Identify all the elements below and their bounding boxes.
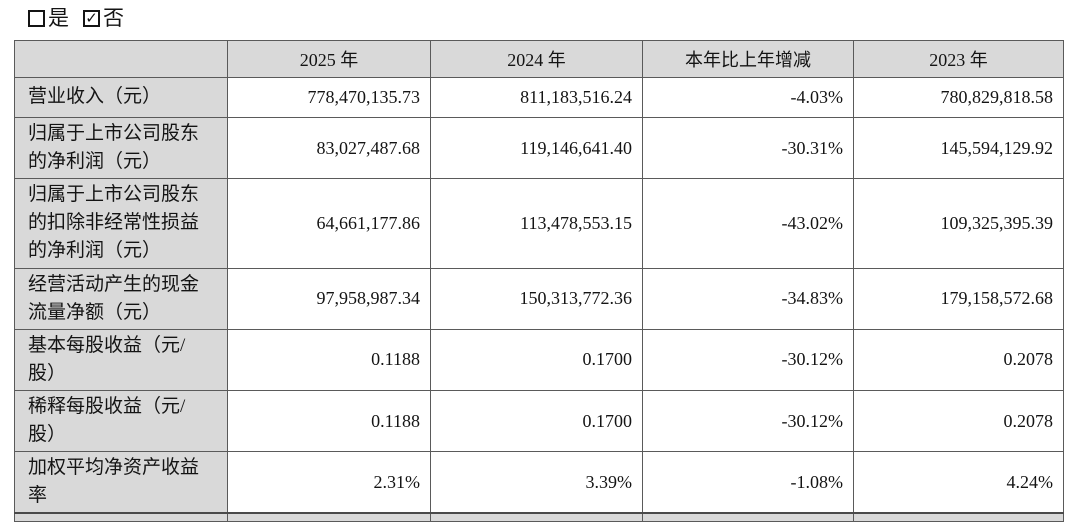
col-header-2024: 2024 年 — [430, 40, 643, 78]
no-label: 否 — [103, 6, 124, 30]
value-cell: 4.24% — [853, 451, 1064, 514]
value-cell: -4.03% — [642, 77, 854, 118]
partial-cell — [227, 512, 431, 522]
value-cell: 0.1188 — [227, 389, 431, 453]
value-cell: 145,594,129.92 — [853, 116, 1064, 180]
value-cell: -30.12% — [642, 328, 854, 391]
col-header-2023: 2023 年 — [853, 40, 1064, 78]
value-cell: -43.02% — [642, 178, 854, 269]
value-cell: 0.1700 — [430, 328, 643, 391]
value-cell: 83,027,487.68 — [227, 116, 431, 180]
value-cell: 119,146,641.40 — [430, 116, 643, 180]
no-checkbox[interactable]: ✓ — [83, 9, 100, 28]
value-cell: 811,183,516.24 — [430, 77, 643, 118]
value-cell: -30.31% — [642, 116, 854, 180]
checkmark-icon: ✓ — [85, 9, 98, 28]
table-body: 营业收入（元） 778,470,135.73 811,183,516.24 -4.03… — [14, 77, 1064, 514]
value-cell: -1.08% — [642, 451, 854, 514]
header-row: 2025 年 2024 年 本年比上年增减 2023 年 — [14, 40, 1064, 78]
value-cell: 113,478,553.15 — [430, 178, 643, 269]
value-cell: 0.2078 — [853, 389, 1064, 453]
row-label: 归属于上市公司股东 的扣除非经常性损益 的净利润（元） — [14, 178, 228, 269]
table-row: 经营活动产生的现金 流量净额（元） 97,958,987.34 150,313,77… — [14, 267, 1064, 330]
yes-no-checkline: 是 ✓ 否 — [28, 6, 124, 31]
row-label: 归属于上市公司股东 的净利润（元） — [14, 116, 228, 180]
row-label: 加权平均净资产收益 率 — [14, 451, 228, 514]
yes-checkbox[interactable] — [28, 10, 45, 28]
partial-next-row — [14, 512, 1064, 522]
row-label: 基本每股收益（元/ 股） — [14, 328, 228, 391]
value-cell: 97,958,987.34 — [227, 267, 431, 330]
col-header-2025: 2025 年 — [227, 40, 431, 78]
partial-cell — [430, 512, 643, 522]
row-label: 经营活动产生的现金 流量净额（元） — [14, 267, 228, 330]
value-cell: -34.83% — [642, 267, 854, 330]
partial-cell — [853, 512, 1064, 522]
value-cell: 109,325,395.39 — [853, 178, 1064, 269]
value-cell: 3.39% — [430, 451, 643, 514]
value-cell: 0.2078 — [853, 328, 1064, 391]
value-cell: 2.31% — [227, 451, 431, 514]
option-no: ✓ 否 — [83, 6, 124, 31]
table-row: 基本每股收益（元/ 股） 0.1188 0.1700 -30.12% 0.2078 — [14, 328, 1064, 391]
row-label: 稀释每股收益（元/ 股） — [14, 389, 228, 453]
partial-cell — [642, 512, 854, 522]
value-cell: 778,470,135.73 — [227, 77, 431, 118]
col-header-yoy-change: 本年比上年增减 — [642, 40, 854, 78]
partial-cell — [14, 512, 228, 522]
table-header: 2025 年 2024 年 本年比上年增减 2023 年 — [14, 40, 1064, 78]
table-row: 营业收入（元） 778,470,135.73 811,183,516.24 -4.03… — [14, 77, 1064, 118]
value-cell: 0.1700 — [430, 389, 643, 453]
table-row: 加权平均净资产收益 率 2.31% 3.39% -1.08% 4.24% — [14, 451, 1064, 514]
option-yes: 是 — [28, 6, 69, 31]
value-cell: 0.1188 — [227, 328, 431, 391]
table-row: 归属于上市公司股东 的净利润（元） 83,027,487.68 119,146,64… — [14, 116, 1064, 180]
value-cell: 150,313,772.36 — [430, 267, 643, 330]
table-row: 归属于上市公司股东 的扣除非经常性损益 的净利润（元） 64,661,177.86… — [14, 178, 1064, 269]
col-header-blank — [14, 40, 228, 78]
value-cell: 179,158,572.68 — [853, 267, 1064, 330]
value-cell: -30.12% — [642, 389, 854, 453]
financial-summary-table: 2025 年 2024 年 本年比上年增减 2023 年 营业收入（元） 778,… — [14, 40, 1064, 522]
value-cell: 64,661,177.86 — [227, 178, 431, 269]
table-row: 稀释每股收益（元/ 股） 0.1188 0.1700 -30.12% 0.2078 — [14, 389, 1064, 453]
yes-label: 是 — [48, 6, 69, 30]
value-cell: 780,829,818.58 — [853, 77, 1064, 118]
row-label: 营业收入（元） — [14, 77, 228, 118]
